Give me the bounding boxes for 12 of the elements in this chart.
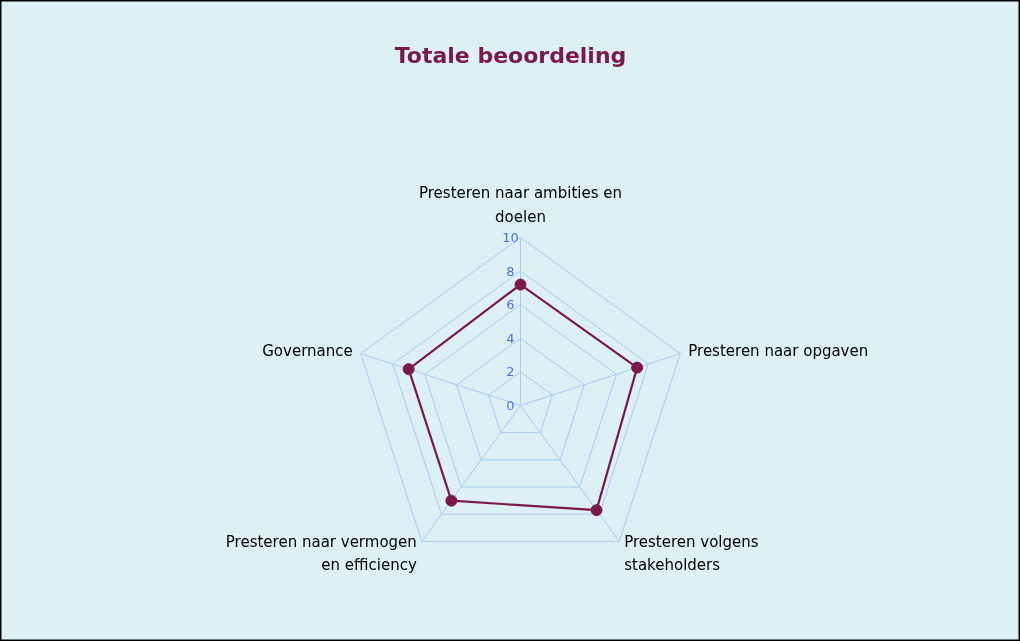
y-tick-label: 2 (506, 364, 515, 380)
spoke-label: Governance (262, 341, 353, 360)
chart-title: Totale beoordeling (394, 43, 627, 68)
y-tick-label: 10 (502, 230, 519, 245)
spoke-label: Presteren volgens stakeholders (624, 533, 759, 575)
y-tick-label: 6 (506, 297, 515, 313)
y-tick-label: 0 (506, 398, 515, 413)
spoke-label: Presteren naar opgaven (688, 341, 869, 360)
y-tick-label: 4 (506, 330, 515, 346)
y-tick-label: 8 (506, 263, 515, 279)
spoke-label: Presteren naar ambities en doelen (418, 184, 623, 226)
spoke-label: Presteren naar vermogen en efficiency (225, 533, 417, 575)
